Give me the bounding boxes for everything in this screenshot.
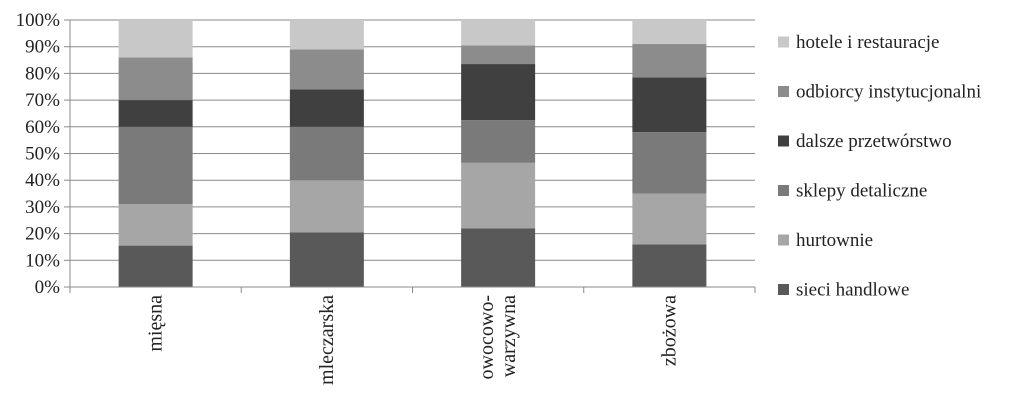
bar-segment [289,49,364,90]
y-tick-label: 70% [25,90,60,111]
y-tick-label: 0% [35,277,61,298]
bar-segment [461,45,536,65]
legend-swatch [778,284,789,295]
category-label: warzywna [498,295,520,377]
category-label: mleczarska [316,295,338,385]
bar-segment [632,20,707,45]
legend-label: odbiorcy instytucjonalni [796,82,981,103]
y-tick-label: 100% [16,10,61,31]
y-tick-label: 50% [25,144,60,165]
bar-segment [118,126,193,205]
bar-segment [118,245,193,287]
bar-segment [632,132,707,194]
category-label: owocowo- [476,295,498,379]
bar-segment [632,193,707,245]
bar-segment [289,180,364,233]
legend-swatch [778,36,789,48]
bar-segment [461,20,536,46]
bar-segment [289,89,364,127]
bar-segment [461,64,536,121]
bar-segment [632,44,707,78]
bar-segment [289,20,364,50]
bar-segment [461,120,536,163]
category-label: mięsna [145,295,167,352]
legend-label: hotele i restauracje [796,32,939,53]
bar-segment [118,20,193,58]
bar-segment [461,228,536,287]
category-label: zbożowa [658,295,680,366]
legend-swatch [778,135,789,147]
legend-label: dalsze przetwórstwo [796,131,952,152]
bar-segment [118,204,193,246]
legend-label: hurtownie [796,230,873,251]
y-tick-label: 40% [25,170,60,191]
y-tick-label: 80% [25,63,60,84]
bar-segment [289,232,364,287]
legend-swatch [778,234,789,246]
y-tick-label: 30% [25,197,60,218]
bar-segment [118,57,193,101]
bar-segment [289,126,364,181]
bar-segment [632,244,707,287]
legend-label: sieci handlowe [796,280,909,301]
legend-swatch [778,86,789,97]
legend-label: sklepy detaliczne [796,181,927,202]
y-tick-label: 60% [25,117,60,138]
legend-swatch [778,185,789,196]
y-tick-label: 10% [25,250,60,271]
y-tick-label: 90% [25,37,60,58]
bar-segment [632,77,707,133]
y-tick-label: 20% [25,224,60,245]
bar-segment [118,100,193,127]
bar-segment [461,162,536,229]
